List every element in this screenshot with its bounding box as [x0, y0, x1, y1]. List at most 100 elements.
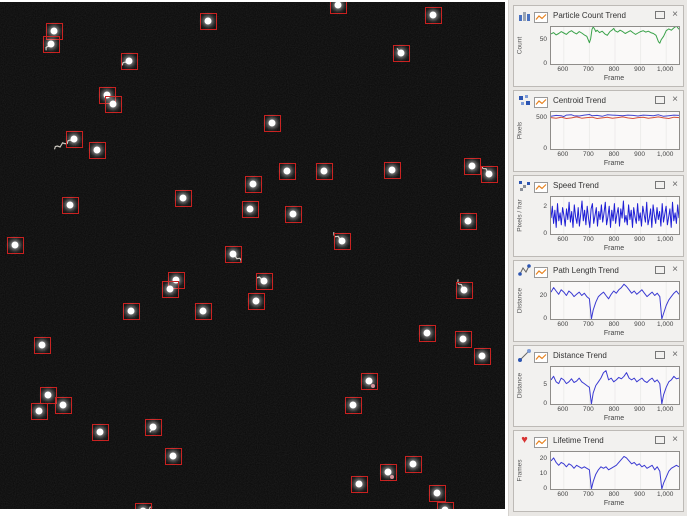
particle-box[interactable]	[241, 200, 259, 218]
particle-box[interactable]	[164, 447, 182, 465]
particle-box[interactable]	[350, 475, 368, 493]
panel-header[interactable]: ♥ Lifetime Trend ×	[514, 431, 683, 449]
particle-box[interactable]	[344, 396, 362, 414]
distance-icon	[518, 348, 531, 362]
particle-dot	[246, 205, 254, 213]
y-axis-label: Count	[516, 36, 524, 55]
particle-box[interactable]	[30, 402, 48, 420]
particle-box[interactable]	[247, 292, 265, 310]
particle-dot	[365, 377, 373, 385]
particle-box[interactable]	[122, 302, 140, 320]
particle-box[interactable]	[54, 396, 72, 414]
particle-box[interactable]	[98, 86, 116, 104]
close-icon[interactable]: ×	[672, 434, 678, 445]
particle-box[interactable]	[39, 386, 57, 404]
particle-box[interactable]	[379, 463, 397, 481]
particle-dot	[441, 506, 449, 509]
particle-box[interactable]	[161, 280, 179, 298]
particle-box[interactable]	[104, 95, 122, 113]
panel-header[interactable]: Particle Count Trend ×	[514, 6, 683, 24]
panel-header[interactable]: Centroid Trend ×	[514, 91, 683, 109]
particle-box[interactable]	[65, 130, 83, 148]
particle-box[interactable]	[33, 336, 51, 354]
restore-button[interactable]	[655, 351, 666, 359]
y-axis-label: Distance	[516, 372, 524, 399]
particle-dot	[478, 352, 486, 360]
particle-box[interactable]	[284, 205, 302, 223]
y-axis-label: Distance	[516, 287, 524, 314]
particle-dot	[125, 57, 133, 65]
particle-box[interactable]	[88, 141, 106, 159]
restore-button[interactable]	[655, 11, 666, 19]
particle-box[interactable]	[315, 162, 333, 180]
close-icon[interactable]: ×	[672, 179, 678, 190]
y-axis-label: Pixels	[516, 121, 524, 140]
x-tick-label: 800	[608, 151, 620, 158]
panel-particle-count-trend: Particle Count Trend × Count Frame 0 50 60…	[513, 5, 684, 87]
mini-chart-icon	[534, 265, 548, 278]
chart-area: Pixels / frar Frame 0 2 600 700 800 900 1,000	[514, 194, 683, 256]
particle-dot	[320, 167, 328, 175]
particle-dot	[423, 329, 431, 337]
particle-box[interactable]	[436, 501, 454, 509]
particle-box[interactable]	[194, 302, 212, 320]
particle-box[interactable]	[333, 232, 351, 250]
path-icon	[518, 263, 531, 277]
restore-button[interactable]	[655, 436, 666, 444]
particle-box[interactable]	[120, 52, 138, 70]
mini-chart-icon	[534, 350, 548, 363]
particle-box[interactable]	[473, 347, 491, 365]
y-tick-label: 2	[543, 203, 547, 211]
particle-box[interactable]	[263, 114, 281, 132]
chart-area: Frames Frame 0 10 20 600 700 800 900 1,000	[514, 449, 683, 511]
particle-box[interactable]	[255, 272, 273, 290]
particle-box[interactable]	[424, 6, 442, 24]
particle-box[interactable]	[454, 330, 472, 348]
particle-box[interactable]	[224, 245, 242, 263]
particle-box[interactable]	[480, 165, 498, 183]
chart-plot	[550, 451, 680, 490]
particle-box[interactable]	[61, 196, 79, 214]
particle-dot	[349, 401, 357, 409]
x-tick-label: 900	[634, 491, 646, 498]
particle-box[interactable]	[6, 236, 24, 254]
particle-dot-secondary	[389, 474, 394, 479]
particle-box[interactable]	[91, 423, 109, 441]
particle-box[interactable]	[244, 175, 262, 193]
y-tick-label: 10	[539, 469, 547, 477]
particle-box[interactable]	[278, 162, 296, 180]
particle-box[interactable]	[459, 212, 477, 230]
panel-header[interactable]: Distance Trend ×	[514, 346, 683, 364]
particle-box[interactable]	[463, 157, 481, 175]
particle-box[interactable]	[392, 44, 410, 62]
particle-box[interactable]	[455, 281, 473, 299]
particle-box[interactable]	[360, 372, 378, 390]
close-icon[interactable]: ×	[672, 349, 678, 360]
restore-button[interactable]	[655, 181, 666, 189]
particle-box[interactable]	[42, 35, 60, 53]
close-icon[interactable]: ×	[672, 9, 678, 20]
particle-box[interactable]	[428, 484, 446, 502]
particle-box[interactable]	[329, 2, 347, 14]
panel-header[interactable]: Speed Trend ×	[514, 176, 683, 194]
close-icon[interactable]: ×	[672, 264, 678, 275]
particle-box[interactable]	[167, 271, 185, 289]
particle-box[interactable]	[45, 22, 63, 40]
close-icon[interactable]: ×	[672, 94, 678, 105]
particle-box[interactable]	[383, 161, 401, 179]
restore-button[interactable]	[655, 96, 666, 104]
particle-box[interactable]	[199, 12, 217, 30]
particle-dot	[289, 210, 297, 218]
particle-box[interactable]	[174, 189, 192, 207]
particle-dot	[388, 166, 396, 174]
particle-dot	[44, 391, 52, 399]
particle-box[interactable]	[134, 502, 152, 509]
particle-box[interactable]	[418, 324, 436, 342]
restore-button[interactable]	[655, 266, 666, 274]
particle-box[interactable]	[144, 418, 162, 436]
panel-header[interactable]: Path Length Trend ×	[514, 261, 683, 279]
particle-dot	[252, 297, 260, 305]
mini-chart-icon	[534, 95, 548, 108]
particle-box[interactable]	[404, 455, 422, 473]
particle-dot	[268, 119, 276, 127]
